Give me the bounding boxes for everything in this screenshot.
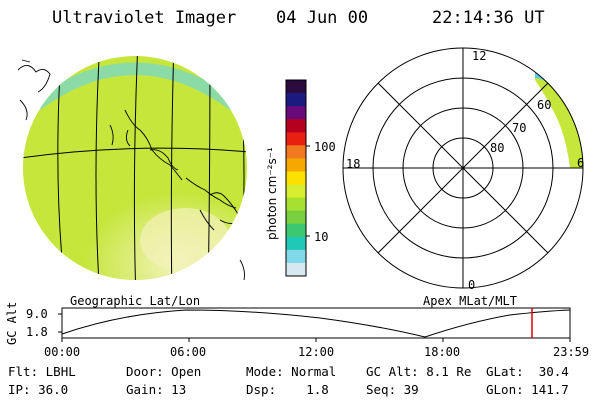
timeline-xtick-2359: 23:59 [553, 345, 590, 359]
colorbar-tick-10: 10 [314, 230, 329, 244]
info-dsp-value: 1.8 [306, 382, 329, 397]
info-gc-alt-value: 8.1 Re [426, 364, 472, 379]
colorbar-tick-100: 100 [314, 140, 336, 154]
info-ip: IP: 36.0 [8, 382, 69, 397]
colorbar-swatch [286, 93, 306, 107]
colorbar-unit-label: photon cm⁻²s⁻¹ [265, 147, 279, 240]
info-mode-value: Normal [291, 364, 337, 379]
mlt-label-12: 12 [472, 49, 487, 63]
timeline-xtick-1800: 18:00 [424, 345, 461, 359]
info-mode: Mode: Normal [246, 364, 337, 379]
lat-label-80: 80 [490, 141, 505, 155]
timeline-ytick-9: 9.0 [26, 307, 48, 321]
timeline-plot [58, 307, 571, 342]
colorbar-swatch [286, 171, 306, 186]
colorbar-swatch [286, 223, 306, 238]
polar-auroral-image [535, 72, 583, 168]
globe-coastlines [109, 109, 241, 231]
mlt-label-6: 6 [577, 156, 585, 170]
globe-parallel [23, 147, 247, 159]
info-filter-value: LBHL [45, 364, 76, 379]
info-glat-value: 30.4 [538, 364, 569, 379]
colorbar-swatch [286, 210, 306, 225]
timeline-xtick-1200: 12:00 [298, 345, 335, 359]
lat-label-60: 60 [537, 98, 552, 112]
time-label: 22:14:36 UT [432, 8, 545, 28]
timeline-xtick-0000: 00:00 [44, 345, 81, 359]
instrument-title: Ultraviolet Imager [52, 8, 237, 28]
globe-cyan-edge [40, 62, 230, 110]
colorbar-swatch [286, 132, 306, 146]
colorbar-swatch [286, 236, 306, 251]
colorbar [285, 79, 307, 277]
colorbar-swatch [286, 249, 306, 264]
timeline-frame [61, 307, 571, 339]
colorbar-ticks [306, 145, 310, 237]
outer-coastline [17, 59, 245, 281]
altitude-curve [61, 309, 571, 338]
colorbar-swatch [286, 80, 306, 94]
timeline-axis-title: GC Alt [5, 301, 19, 345]
timeline-ticks [58, 313, 571, 342]
timeline-xtick-0600: 06:00 [170, 345, 207, 359]
polar-rings [342, 47, 584, 289]
colorbar-swatch [286, 106, 306, 120]
colorbar-swatch [286, 184, 306, 199]
info-seq-value: 39 [403, 382, 419, 397]
polar-plot [342, 47, 584, 289]
info-glon-value: 141.7 [531, 382, 569, 397]
info-seq: Seq: 39 [366, 382, 419, 397]
colorbar-swatch [286, 145, 306, 159]
info-door: Door: Open [126, 364, 202, 379]
info-gain-value: 13 [171, 382, 187, 397]
timeline-ytick-1-8: 1.8 [26, 325, 48, 339]
mlt-label-18: 18 [346, 157, 361, 171]
info-glat: GLat: 30.4 [486, 364, 569, 379]
info-gain: Gain: 13 [126, 382, 187, 397]
colorbar-swatch [286, 262, 306, 277]
info-dsp: Dsp: 1.8 [246, 382, 329, 397]
date-label: 04 Jun 00 [276, 8, 369, 28]
colorbar-frame [285, 79, 307, 277]
info-gc-alt: GC Alt: 8.1 Re [366, 364, 472, 379]
lat-label-70: 70 [512, 121, 527, 135]
apex-map-label: Apex MLat/MLT [423, 294, 517, 308]
info-glon: GLon: 141.7 [486, 382, 569, 397]
colorbar-swatch [286, 158, 306, 172]
info-ip-value: 36.0 [38, 382, 69, 397]
info-door-value: Open [171, 364, 202, 379]
colorbar-swatch [286, 197, 306, 212]
info-filter: Flt: LBHL [8, 364, 76, 379]
geographic-map-label: Geographic Lat/Lon [70, 294, 201, 308]
mlt-label-0: 0 [468, 278, 476, 292]
globe-bright-core [140, 208, 230, 272]
geographic-map [17, 56, 247, 281]
colorbar-swatch [286, 119, 306, 133]
